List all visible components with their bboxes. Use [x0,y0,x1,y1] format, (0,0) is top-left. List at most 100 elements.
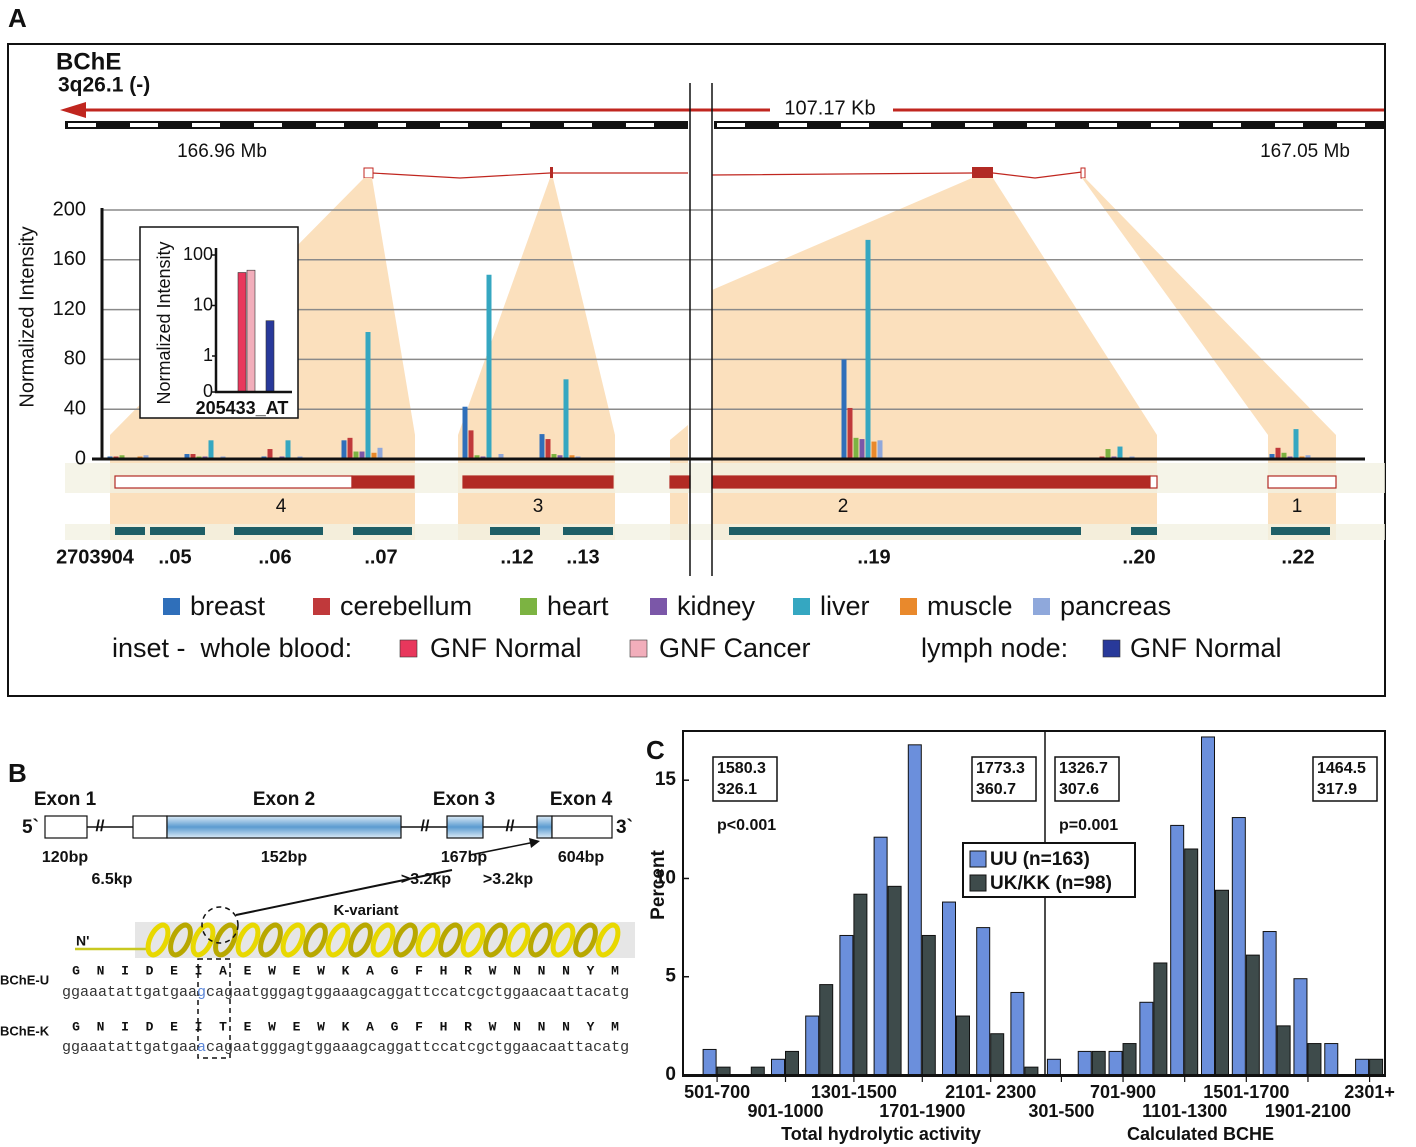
ruler-tick [564,123,592,127]
exon-label: Exon 1 [34,789,97,810]
legend-label: GNF Normal [430,633,582,663]
probe-bar [729,527,1081,535]
residue: R [464,1019,472,1034]
x-tick-label: 1701-1900 [879,1101,965,1121]
ruler-tick [192,123,220,127]
probe-bar [490,527,540,535]
probe-label: ..06 [258,546,291,568]
y-tick-label: 5 [665,966,676,987]
residue: G [391,1019,399,1034]
dna-segment: a [197,1039,206,1056]
bar [1294,429,1299,459]
panel-label: C [646,735,665,765]
legend-swatch [313,598,330,615]
ruler-tick [1151,123,1179,127]
exon-number: 2 [838,496,849,517]
residue: I [121,1019,129,1034]
residue: K [342,1019,350,1034]
probe-bar [234,527,323,535]
bar [366,332,371,459]
residue: E [170,963,178,978]
probe-label: ..12 [500,546,533,568]
annotation: 1773.3 [976,760,1025,777]
bar [1011,992,1024,1075]
legend-swatch [970,851,986,867]
probe-label: ..20 [1122,546,1155,568]
residue: N [97,963,105,978]
legend-swatch [970,875,986,891]
three-prime: 3` [616,817,633,838]
probe-label: ..07 [364,546,397,568]
break-mark: // [96,818,105,835]
bar [866,240,871,459]
bar [469,430,474,459]
probe-label: ..13 [566,546,599,568]
exon-mark [972,167,993,179]
bar [1154,963,1167,1075]
ruler-tick [378,123,406,127]
y-tick-label: 0 [665,1064,676,1085]
exon-box [552,816,612,838]
bar [840,935,853,1075]
bar [872,442,877,459]
annotation: 1464.5 [1317,760,1366,777]
bar [1171,825,1184,1075]
bar [247,270,255,392]
dna-sequence: ggaaatattgatgaaacagaatgggagtggaaagcaggat… [62,1039,629,1056]
bar [1246,955,1259,1075]
exon-size: 604bp [558,849,604,866]
y-axis-label: Percent [648,849,669,919]
ruler-tick [254,123,282,127]
y-axis-label: Normalized Intensity [154,241,174,404]
ruler-tick [440,123,468,127]
exon-label: Exon 2 [253,789,315,810]
residue: A [366,963,374,978]
residue: N [562,1019,570,1034]
bar [717,1067,730,1075]
probe-label: ..22 [1281,546,1314,568]
y-axis-label: Normalized Intensity [16,226,38,407]
residue: N [97,1019,105,1034]
intron-size: >3.2kp [483,871,533,888]
bar [888,886,901,1075]
residue: A [219,963,227,978]
bar [820,985,833,1075]
bar [1356,1059,1369,1075]
sequence-name: BChE-U [0,972,49,987]
bar [378,448,383,459]
residue: W [317,963,325,978]
bar [1118,447,1123,459]
legend-label: muscle [927,591,1013,621]
panel-label: A [8,3,27,33]
exon-mark [364,168,373,178]
dna-segment: ggaaatattgatgaa [62,1039,197,1056]
x-tick-label: 2301+ [1344,1082,1395,1102]
x-tick-label: 2101- 2300 [945,1082,1036,1102]
residue: R [464,963,472,978]
residue: E [293,1019,301,1034]
sequence-name: BChE-K [0,1023,50,1038]
bar [487,275,492,459]
legend-label: UU (n=163) [990,849,1090,870]
n-terminus: N' [76,933,89,949]
exon-bar [352,476,414,488]
residue: E [244,963,252,978]
y-tick-label: 80 [64,348,86,370]
bar [874,837,887,1075]
ruler-tick [779,123,807,127]
gene-locus: 3q26.1 (-) [58,74,150,97]
bar [860,439,865,459]
ruler-tick [130,123,158,127]
exon-mark [550,167,553,179]
bar [1294,979,1307,1075]
bar [908,745,921,1075]
x-tick-label: 501-700 [684,1082,750,1102]
ruler-tick [1213,123,1241,127]
residue: N [513,963,521,978]
bar [977,928,990,1075]
ruler-tick [626,123,654,127]
annotation: 317.9 [1317,781,1357,798]
legend-swatch [1033,598,1050,615]
bar [751,1067,764,1075]
annotation: p<0.001 [717,817,776,834]
